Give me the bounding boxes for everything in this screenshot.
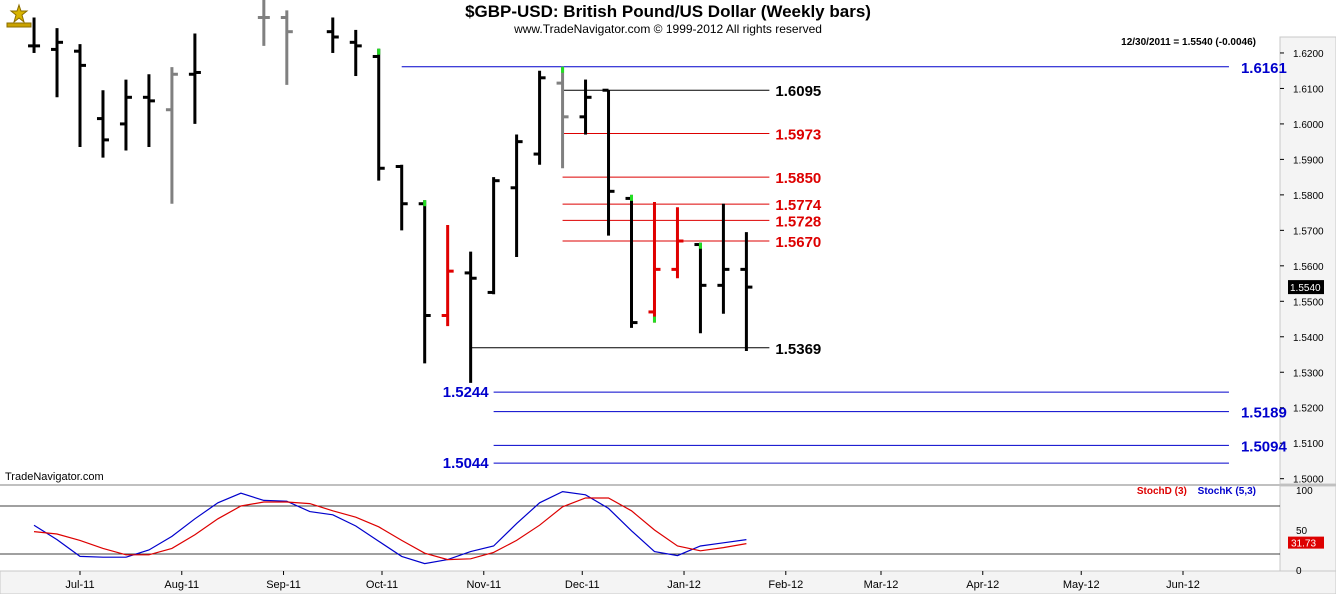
stoch-line [33,490,747,565]
price-axis-bg [1279,36,1336,485]
y-tick-label: 1.6200 [1293,49,1324,60]
stoch-legend: StochD (3) StochK (5,3) [1129,486,1256,497]
stoch-axis-bg [1279,485,1336,572]
x-tick-label: Apr-12 [966,579,999,591]
y-tick-label: 1.5700 [1293,226,1324,237]
stoch-value-box [1288,536,1324,549]
price-stamp: 12/30/2011 = 1.5540 (-0.0046) [1121,37,1256,48]
y-tick-label: 1.5000 [1293,475,1324,486]
x-tick-label: Mar-12 [864,579,899,591]
y-tick-label: 1.5900 [1293,155,1324,166]
stoch-line [33,497,747,561]
level-label: 1.5973 [775,126,821,143]
level-label: 1.5244 [443,384,490,401]
watermark: TradeNavigator.com [5,471,104,483]
level-label: 1.6095 [775,83,821,100]
level-label: 1.5189 [1241,405,1287,422]
chart-title: $GBP-USD: British Pound/US Dollar (Weekl… [465,2,871,21]
chart-subtitle: www.TradeNavigator.com © 1999-2012 All r… [514,22,822,36]
trade-navigator-logo-icon [6,3,32,28]
y-tick-label: 1.6100 [1293,84,1324,95]
x-tick-label: May-12 [1063,579,1100,591]
y-tick-label: 1.5600 [1293,262,1324,273]
x-tick-label: Oct-11 [366,579,398,591]
last-price-label: 1.5540 [1290,283,1321,294]
level-label: 1.5728 [775,213,821,230]
x-tick-label: Dec-11 [565,579,600,591]
level-label: 1.5850 [775,170,821,187]
legend-stochd: StochD (3) [1136,486,1187,497]
legend-stochk: StochK (5,3) [1197,486,1256,497]
stoch-y-tick-label: 50 [1296,526,1308,537]
level-label: 1.5094 [1241,438,1288,455]
level-label: 1.5670 [775,234,821,251]
x-tick-label: Aug-11 [164,579,199,591]
x-tick-label: Feb-12 [768,579,803,591]
level-label: 1.5369 [775,341,821,358]
x-tick-label: Nov-11 [466,579,501,591]
stoch-y-tick-label: 0 [1296,566,1302,577]
last-price-box [1288,280,1324,295]
time-axis-bg [0,570,1336,594]
x-tick-label: Jun-12 [1166,579,1200,591]
y-tick-label: 1.5300 [1293,368,1324,379]
y-tick-label: 1.6000 [1293,120,1324,131]
y-tick-label: 1.5400 [1293,333,1324,344]
level-label: 1.5774 [775,197,822,214]
stoch-value-label: 31.73 [1291,539,1316,550]
x-tick-label: Sep-11 [266,579,301,591]
y-tick-label: 1.5200 [1293,404,1324,415]
level-label: 1.6161 [1241,60,1287,77]
y-tick-label: 1.5100 [1293,439,1324,450]
level-label: 1.5044 [443,455,490,472]
y-tick-label: 1.5800 [1293,191,1324,202]
stoch-y-tick-label: 100 [1296,486,1313,497]
y-tick-label: 1.5500 [1293,297,1324,308]
x-tick-label: Jul-11 [65,579,94,591]
x-tick-label: Jan-12 [667,579,701,591]
